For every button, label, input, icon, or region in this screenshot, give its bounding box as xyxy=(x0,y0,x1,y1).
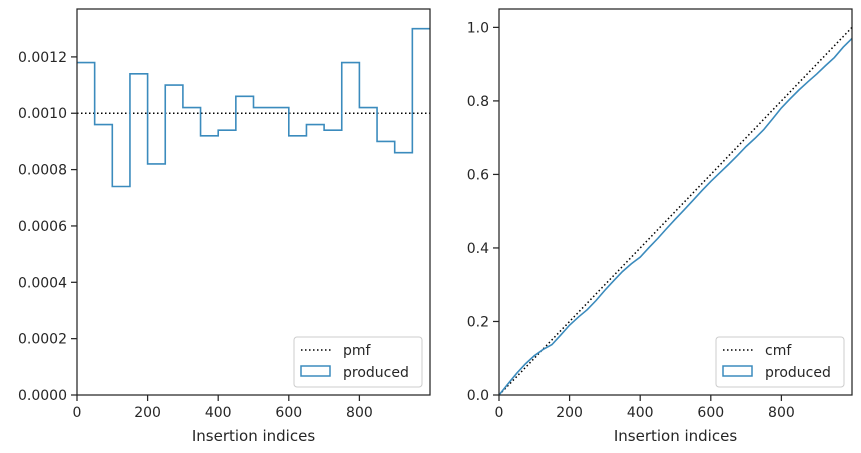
x-axis-label: Insertion indices xyxy=(192,427,315,445)
legend-produced-label: produced xyxy=(343,365,409,381)
legend-cmf-label: cmf xyxy=(765,343,792,359)
series-layer xyxy=(498,26,853,396)
y-tick-label: 0.8 xyxy=(467,94,489,110)
y-tick-label: 0.2 xyxy=(467,314,489,330)
series-produced-line xyxy=(77,27,430,188)
series-produced-line xyxy=(498,37,853,396)
panel-cmf: 0 200 400 600 800 0.0 0.2 0.4 0.6 0.8 1.0 Insertio… xyxy=(467,8,853,445)
legend-produced-swatch xyxy=(300,365,331,377)
panel-pmf: 0 200 400 600 800 0.0000 0.0002 0.0004 0.0006 0.0… xyxy=(18,8,431,445)
y-tick-label: 0.0008 xyxy=(18,163,67,179)
legend: cmf produced xyxy=(715,336,845,388)
y-tick-label: 0.0012 xyxy=(18,50,67,66)
y-tick-label: 0.0004 xyxy=(18,275,67,291)
x-tick-label: 200 xyxy=(556,405,583,421)
x-tick-label: 400 xyxy=(205,405,232,421)
x-tick-label: 600 xyxy=(697,405,724,421)
axes-frame xyxy=(498,8,853,396)
x-tick-label: 800 xyxy=(768,405,795,421)
legend-produced-swatch xyxy=(722,365,753,377)
y-tick-label: 0.4 xyxy=(467,241,489,257)
y-tick-label: 0.6 xyxy=(467,167,489,183)
x-axis-label: Insertion indices xyxy=(614,427,737,445)
y-tick-label: 0.0002 xyxy=(18,332,67,348)
tick-layer: 0 200 400 600 800 0.0000 0.0002 0.0004 0.0006 0.0… xyxy=(18,50,373,421)
tick-layer: 0 200 400 600 800 0.0 0.2 0.4 0.6 0.8 1.0 xyxy=(467,20,795,421)
x-tick-label: 800 xyxy=(346,405,373,421)
x-tick-label: 200 xyxy=(134,405,161,421)
x-tick-label: 600 xyxy=(275,405,302,421)
y-tick-label: 1.0 xyxy=(467,20,489,36)
x-tick-label: 400 xyxy=(627,405,654,421)
y-tick-label: 0.0006 xyxy=(18,219,67,235)
x-tick-label: 0 xyxy=(73,405,82,421)
legend-pmf-label: pmf xyxy=(343,343,372,359)
y-tick-label: 0.0010 xyxy=(18,106,67,122)
series-layer xyxy=(77,27,430,188)
y-tick-label: 0.0000 xyxy=(18,388,67,404)
axes-frame xyxy=(76,8,431,396)
legend: pmf produced xyxy=(293,336,423,388)
x-tick-label: 0 xyxy=(495,405,504,421)
y-tick-label: 0.0 xyxy=(467,388,489,404)
series-cmf-line xyxy=(498,26,853,396)
legend-produced-label: produced xyxy=(765,365,831,381)
